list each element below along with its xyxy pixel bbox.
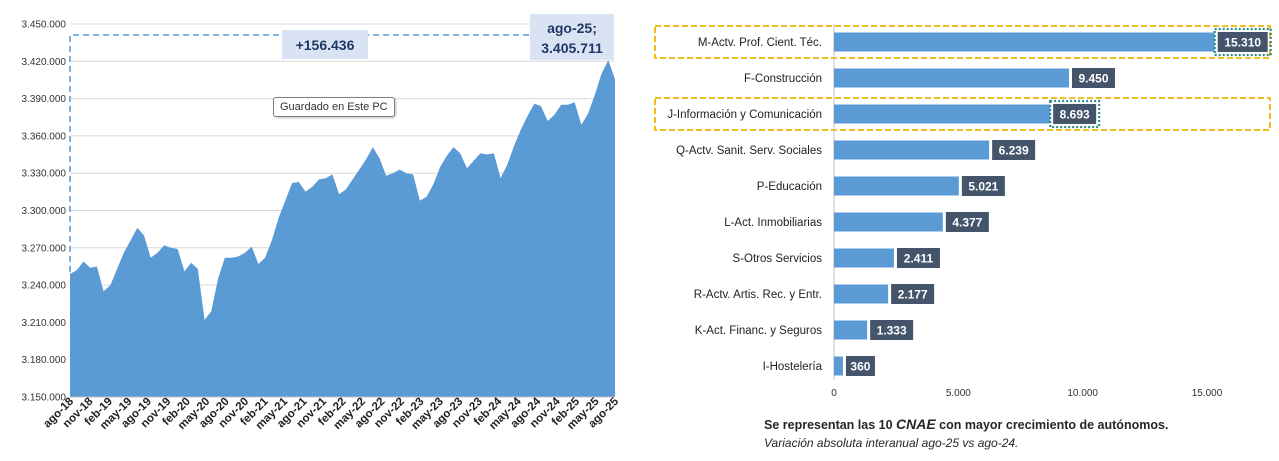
value-label: 6.239 xyxy=(999,144,1029,158)
value-label-box xyxy=(992,140,1036,160)
saved-tooltip: Guardado en Este PC xyxy=(273,97,395,117)
y-tick-label: 3.390.000 xyxy=(22,94,67,105)
y-tick-label: 3.300.000 xyxy=(22,206,67,217)
area-chart: 3.150.000 3.180.000 3.210.000 3.240.000 3.27… xyxy=(22,14,622,432)
y-tick-label: 3.150.000 xyxy=(22,393,67,404)
y-tick-label: 3.420.000 xyxy=(22,57,67,68)
difference-annotation-box xyxy=(282,30,368,59)
value-label: 9.450 xyxy=(1078,72,1108,86)
y-tick-label: 3.450.000 xyxy=(22,20,67,31)
value-label: 360 xyxy=(850,360,870,374)
bar xyxy=(834,248,894,268)
value-label: 4.377 xyxy=(952,216,982,230)
difference-annotation: +156.436 xyxy=(296,37,355,53)
category-label: F-Construcción xyxy=(744,73,822,85)
bar xyxy=(834,212,943,232)
value-label: 2.411 xyxy=(904,252,934,266)
category-label: K-Act. Financ. y Seguros xyxy=(695,325,822,337)
value-label-box xyxy=(961,176,1005,196)
category-label: I-Hostelería xyxy=(763,361,823,373)
last-value: 3.405.711 xyxy=(541,40,603,56)
value-label-box xyxy=(870,320,914,340)
bar xyxy=(834,68,1069,88)
footnote-line1-em: CNAE xyxy=(896,416,936,432)
x-tick-label: 5.000 xyxy=(946,388,971,399)
category-label: J-Información y Comunicación xyxy=(667,109,822,121)
category-label: P-Educación xyxy=(757,181,822,193)
footnote-line1-pre: Se representan las 10 xyxy=(764,418,897,432)
value-label-box xyxy=(945,212,989,232)
reference-dashed-line xyxy=(69,34,529,272)
value-label: 2.177 xyxy=(898,288,928,302)
category-label: Q-Actv. Sanit. Serv. Sociales xyxy=(676,145,822,157)
footnote-line1: Se representan las 10 CNAE con mayor cre… xyxy=(764,416,1168,432)
bar xyxy=(834,140,990,160)
y-tick-label: 3.180.000 xyxy=(22,355,67,366)
value-label-box xyxy=(1053,104,1097,124)
value-label-box xyxy=(845,356,875,376)
y-tick-label: 3.240.000 xyxy=(22,281,67,292)
value-label: 1.333 xyxy=(877,324,907,338)
x-tick-label: 15.000 xyxy=(1192,388,1223,399)
value-label-box xyxy=(1217,32,1268,52)
bar xyxy=(834,320,868,340)
value-label-box xyxy=(896,248,940,268)
value-label: 15.310 xyxy=(1224,36,1261,50)
value-dotted-box xyxy=(1213,27,1272,57)
value-label: 8.693 xyxy=(1060,108,1090,122)
y-tick-label: 3.270.000 xyxy=(22,243,67,254)
category-label: S-Otros Servicios xyxy=(733,253,823,265)
category-label: L-Act. Inmobiliarias xyxy=(724,217,822,229)
y-tick-label: 3.360.000 xyxy=(22,131,67,142)
value-label: 5.021 xyxy=(968,180,998,194)
category-label: M-Actv. Prof. Cient. Téc. xyxy=(698,37,822,49)
value-label-box xyxy=(891,284,935,304)
bar xyxy=(834,284,889,304)
bar xyxy=(834,176,959,196)
footnote-line1-post: con mayor crecimiento de autónomos. xyxy=(935,418,1169,432)
x-tick-label: 10.000 xyxy=(1067,388,1098,399)
highlight-dashed-box xyxy=(654,97,1271,131)
value-label-box xyxy=(1071,68,1115,88)
y-tick-label: 3.330.000 xyxy=(22,169,67,180)
bar-chart: M-Actv. Prof. Cient. Téc. 15.310 F-Constru… xyxy=(654,24,1272,399)
bar xyxy=(834,104,1051,124)
bar xyxy=(834,32,1215,52)
category-label: R-Actv. Artis. Rec. y Entr. xyxy=(694,289,822,301)
footnote-line2: Variación absoluta interanual ago-25 vs … xyxy=(764,436,1019,450)
y-tick-label: 3.210.000 xyxy=(22,318,67,329)
x-tick-label: 0 xyxy=(831,388,837,399)
area-series xyxy=(70,60,615,397)
last-value-annotation-box xyxy=(530,14,614,60)
last-value-date: ago-25; xyxy=(547,20,597,36)
bar xyxy=(834,356,843,376)
value-dotted-box xyxy=(1049,99,1101,129)
